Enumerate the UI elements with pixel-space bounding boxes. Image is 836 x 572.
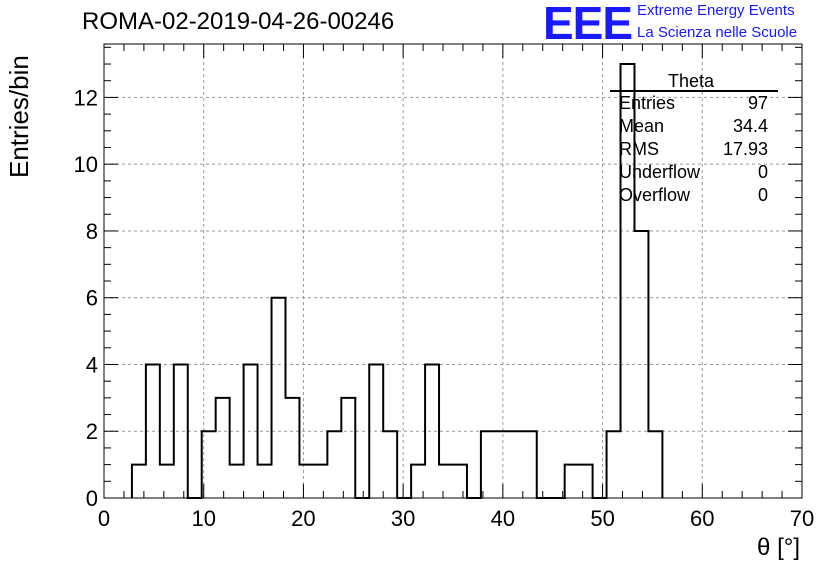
- stat-underflow-value: 0: [757, 162, 768, 182]
- histogram-bin: [327, 431, 341, 498]
- histogram-bin: [509, 431, 523, 498]
- histogram-bin: [607, 431, 621, 498]
- histogram-bin: [495, 431, 509, 498]
- histogram-bin: [313, 465, 327, 498]
- histogram-bin: [565, 465, 579, 498]
- x-tick-label: 30: [391, 506, 415, 531]
- histogram-outline: [130, 63, 664, 499]
- histogram-bin: [439, 465, 453, 498]
- y-tick-label: 6: [86, 286, 98, 311]
- eee-logo: EEE: [543, 0, 633, 49]
- y-tick-label: 4: [86, 352, 98, 377]
- histogram-bin: [453, 465, 467, 498]
- x-tick-label: 40: [491, 506, 515, 531]
- x-tick-label: 50: [590, 506, 614, 531]
- histogram-bin: [634, 231, 648, 498]
- y-tick-label: 8: [86, 219, 98, 244]
- x-tick-label: 60: [690, 506, 714, 531]
- x-tick-label: 20: [291, 506, 315, 531]
- stat-rms-label: RMS: [619, 139, 659, 159]
- y-tick-label: 2: [86, 419, 98, 444]
- stat-mean-label: Mean: [619, 116, 665, 136]
- histogram-bin: [258, 465, 272, 498]
- histogram-bin: [425, 364, 439, 498]
- histogram-bin: [383, 431, 397, 498]
- stat-rms-value: 17.93: [722, 139, 768, 159]
- histogram-bin: [579, 465, 593, 498]
- histogram-bin: [411, 465, 425, 498]
- histogram-bin: [285, 398, 299, 498]
- stats-box-title: Theta: [668, 71, 715, 91]
- x-tick-label: 0: [98, 506, 110, 531]
- plot-frame: [103, 43, 803, 499]
- x-tick-label: 10: [191, 506, 215, 531]
- histogram-bin: [174, 364, 188, 498]
- stat-overflow-label: Overflow: [619, 185, 691, 205]
- histogram-bin: [481, 431, 495, 498]
- histogram-bin: [230, 465, 244, 498]
- histogram-bin: [160, 465, 174, 498]
- histogram-bin: [216, 398, 230, 498]
- stat-entries-label: Entries: [619, 93, 676, 113]
- x-axis-label: θ [°]: [757, 534, 800, 561]
- histogram-bin: [648, 431, 662, 498]
- histogram-bin: [523, 431, 537, 498]
- histogram-bin: [341, 398, 355, 498]
- y-axis-label: Entries/bin: [4, 55, 34, 178]
- stat-underflow-label: Underflow: [619, 162, 701, 182]
- y-tick-label: 0: [86, 486, 98, 511]
- histogram-bin: [369, 364, 383, 498]
- y-tick-label: 10: [74, 152, 98, 177]
- x-tick-label: 70: [790, 506, 814, 531]
- stat-overflow-value: 0: [757, 185, 768, 205]
- histogram-bin: [132, 465, 146, 498]
- stat-entries-value: 97: [747, 93, 768, 113]
- logo-line-2: La Scienza nelle Scuole: [637, 24, 798, 41]
- stat-mean-value: 34.4: [732, 116, 768, 136]
- histogram-bin: [272, 298, 286, 498]
- histogram-bin: [299, 465, 313, 498]
- logo-line-1: Extreme Energy Events: [637, 2, 795, 19]
- histogram-bin: [202, 431, 216, 498]
- chart-title: ROMA-02-2019-04-26-00246: [82, 8, 395, 35]
- y-tick-label: 12: [74, 85, 98, 110]
- histogram-bin: [244, 364, 258, 498]
- histogram-bin: [146, 364, 160, 498]
